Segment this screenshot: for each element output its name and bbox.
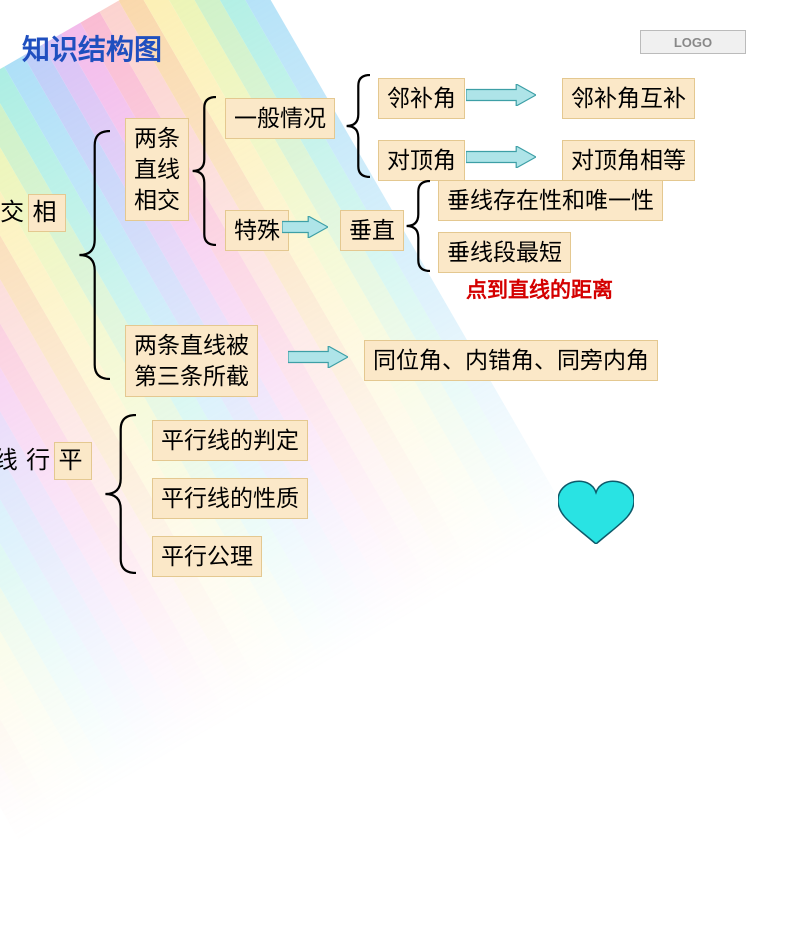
- node-point-line-distance: 点到直线的距离: [458, 272, 621, 308]
- brace-icon: [344, 74, 370, 178]
- node-two-lines-intersect: 两条 直线 相交: [125, 118, 189, 221]
- node-intersecting-lines: 相 交 线: [28, 194, 66, 232]
- node-adj-supp-property: 邻补角互补: [562, 78, 695, 119]
- node-perp-existence: 垂线存在性和唯一性: [438, 180, 663, 221]
- arrow-icon: [466, 146, 536, 168]
- arrow-icon: [282, 216, 328, 238]
- page-title: 知识结构图: [22, 28, 162, 68]
- node-general-case: 一般情况: [225, 98, 335, 139]
- brace-icon: [190, 96, 216, 246]
- node-parallel-lines: 平 行 线: [54, 442, 92, 480]
- node-vert-angles-equal: 对顶角相等: [562, 140, 695, 181]
- node-parallel-properties: 平行线的性质: [152, 478, 308, 519]
- arrow-icon: [288, 346, 348, 368]
- node-special: 特殊: [225, 210, 289, 251]
- node-adjacent-supplementary: 邻补角: [378, 78, 465, 119]
- node-parallel-criteria: 平行线的判定: [152, 420, 308, 461]
- node-perpendicular: 垂直: [340, 210, 404, 251]
- node-angle-types: 同位角、内错角、同旁内角: [364, 340, 658, 381]
- node-transversal: 两条直线被 第三条所截: [125, 325, 258, 397]
- brace-icon: [102, 414, 136, 574]
- arrow-icon: [466, 84, 536, 106]
- brace-icon: [76, 130, 110, 380]
- node-vertical-angles: 对顶角: [378, 140, 465, 181]
- node-perp-shortest: 垂线段最短: [438, 232, 571, 273]
- brace-icon: [404, 180, 430, 272]
- heart-icon: [558, 478, 634, 544]
- logo-placeholder: LOGO: [640, 30, 746, 54]
- node-parallel-postulate: 平行公理: [152, 536, 262, 577]
- slide-content: 知识结构图 LOGO 相 交 线 两条 直线 相交 一般情况 特殊 邻补角 对顶…: [0, 0, 794, 596]
